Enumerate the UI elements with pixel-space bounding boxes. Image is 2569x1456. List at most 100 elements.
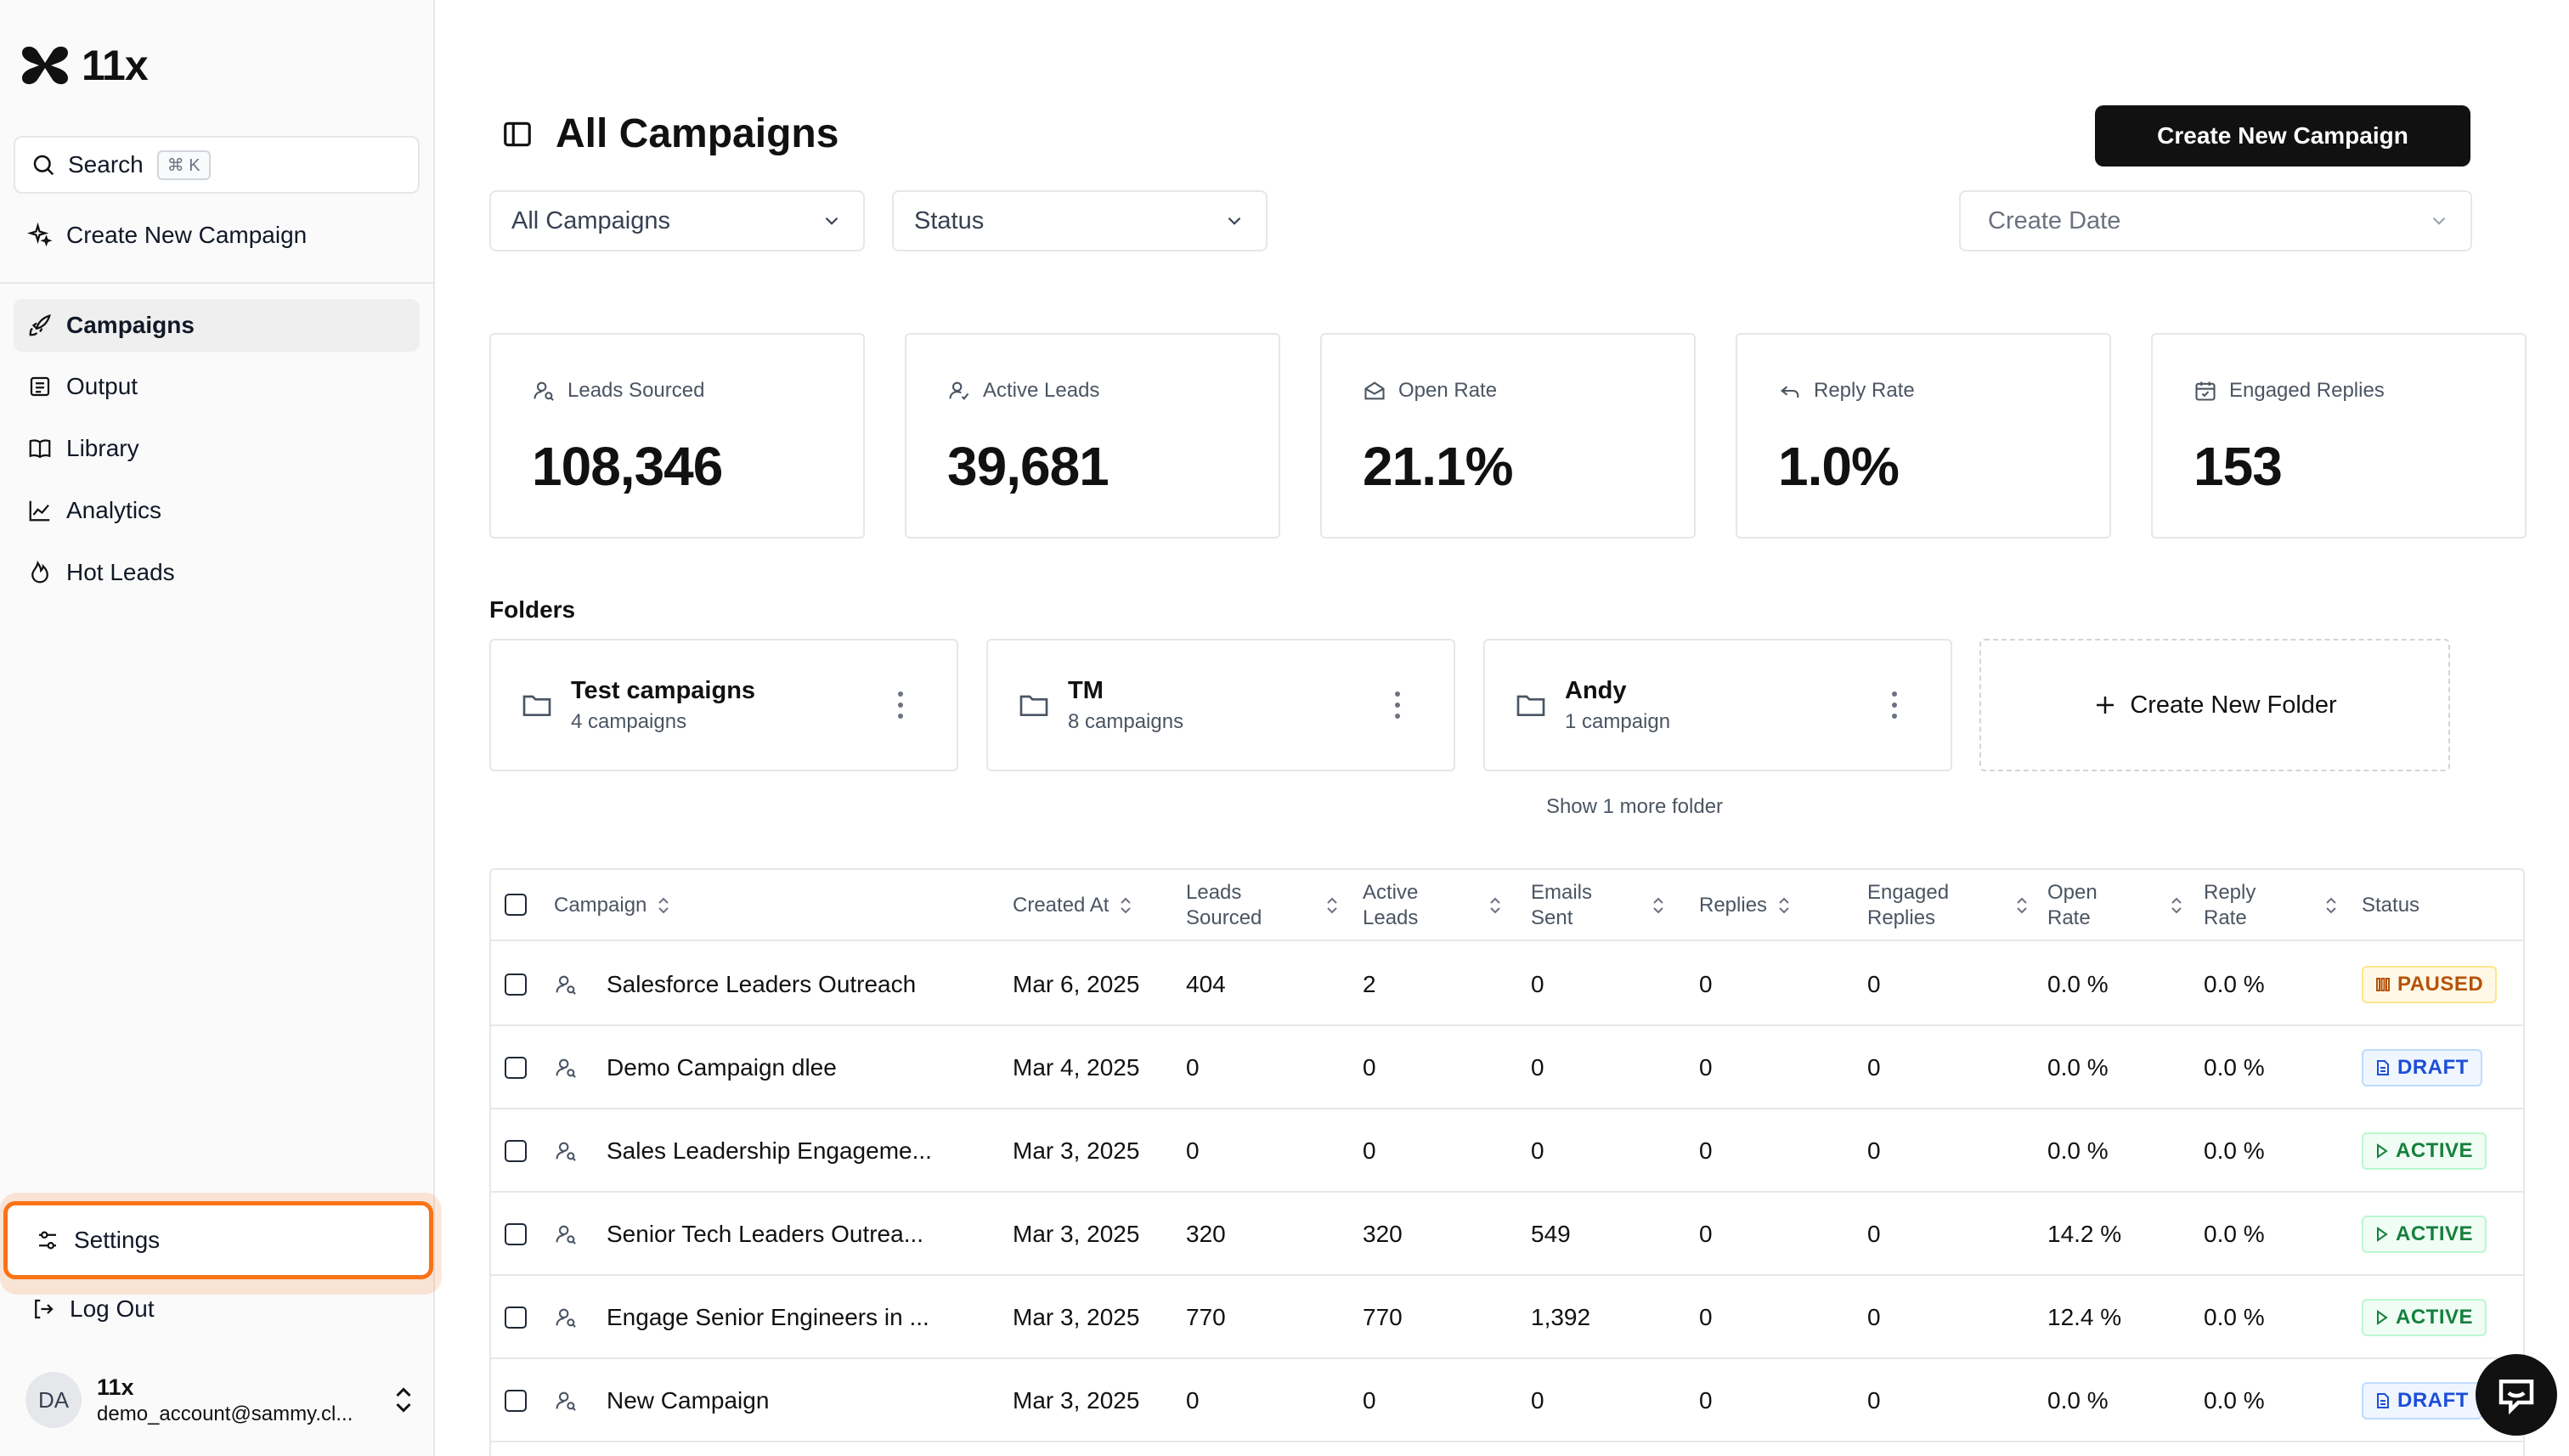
- sidebar: 11x Search ⌘ K Create New Campaign Campa…: [0, 0, 442, 1456]
- brand-logo[interactable]: 11x: [19, 41, 149, 90]
- sidebar-item-analytics[interactable]: Analytics: [14, 484, 420, 537]
- sidebar-item-campaigns[interactable]: Campaigns: [14, 299, 420, 352]
- column-header-created-at[interactable]: Created At: [1013, 870, 1132, 941]
- line-chart-icon: [29, 500, 50, 522]
- search-icon: [33, 155, 54, 176]
- folder-name: Andy: [1565, 676, 1627, 704]
- status-badge: ACTIVE: [2362, 1132, 2487, 1170]
- reply-rate: 0.0 %: [2204, 1054, 2265, 1081]
- sidebar-item-library[interactable]: Library: [14, 422, 420, 475]
- table-row[interactable]: Sales Leadership Engageme... Mar 3, 2025…: [491, 1109, 2523, 1193]
- sidebar-toggle-icon[interactable]: [501, 118, 534, 150]
- emails-sent: 0: [1531, 1387, 1544, 1414]
- folder-card[interactable]: Andy 1 campaign: [1483, 639, 1952, 771]
- active-leads: 320: [1363, 1221, 1403, 1247]
- engaged-replies: 0: [1867, 1387, 1881, 1414]
- created-at: Mar 4, 2025: [1013, 1054, 1140, 1081]
- play-icon: [2377, 1227, 2388, 1242]
- sidebar-create-campaign-label: Create New Campaign: [66, 222, 308, 248]
- column-label-line: Sourced: [1186, 906, 1262, 929]
- table-row[interactable]: Demo Campaign dlee Mar 4, 2025 0 0 0 0 0…: [491, 1026, 2523, 1109]
- row-checkbox[interactable]: [505, 1306, 527, 1329]
- open-rate: 0.0 %: [2047, 971, 2109, 997]
- open-rate: 0.0 %: [2047, 1387, 2109, 1414]
- folder-count: 8 campaigns: [1068, 709, 1184, 733]
- column-header-emails-sent[interactable]: Emails Sent: [1531, 870, 1665, 941]
- folder-menu-button[interactable]: [884, 680, 918, 731]
- stat-value: 21.1%: [1363, 436, 1513, 497]
- chevron-up-down-icon: [396, 1387, 411, 1413]
- search-input[interactable]: Search ⌘ K: [14, 136, 420, 194]
- row-checkbox[interactable]: [505, 1057, 527, 1079]
- folders-heading: Folders: [489, 596, 576, 623]
- column-header-leads-sourced[interactable]: Leads Sourced: [1186, 870, 1339, 941]
- book-icon: [29, 439, 51, 459]
- stat-header: Leads Sourced: [532, 379, 704, 403]
- table-row[interactable]: Senior Tech Leaders Outrea... Mar 3, 202…: [491, 1193, 2523, 1276]
- column-header-engaged-replies[interactable]: Engaged Replies: [1867, 870, 2029, 941]
- row-checkbox[interactable]: [505, 1223, 527, 1245]
- column-label: Status: [2362, 894, 2420, 917]
- more-vertical-icon: [1395, 691, 1400, 719]
- row-checkbox[interactable]: [505, 1390, 527, 1412]
- campaign-name[interactable]: Salesforce Leaders Outreach: [607, 971, 917, 997]
- active-leads: 0: [1363, 1054, 1376, 1081]
- logout-label: Log Out: [70, 1295, 155, 1322]
- campaign-name[interactable]: Demo Campaign dlee: [607, 1054, 837, 1081]
- row-checkbox[interactable]: [505, 1140, 527, 1162]
- status-text: DRAFT: [2397, 1389, 2469, 1412]
- create-date-select[interactable]: Create Date: [1959, 190, 2472, 251]
- table-row[interactable]: Salesforce Leaders Outreach Mar 6, 2025 …: [491, 943, 2523, 1026]
- status-filter-select[interactable]: Status: [892, 190, 1268, 251]
- folder-info: Andy 1 campaign: [1565, 677, 1877, 734]
- replies: 0: [1699, 1054, 1713, 1081]
- folder-icon: [1516, 695, 1545, 716]
- user-search-icon: [556, 1225, 576, 1244]
- column-header-campaign[interactable]: Campaign: [554, 870, 670, 941]
- column-header-open-rate[interactable]: Open Rate: [2047, 870, 2183, 941]
- sidebar-item-logout[interactable]: Log Out: [17, 1283, 423, 1335]
- user-account-menu[interactable]: DA 11x demo_account@sammy.cl...: [25, 1369, 416, 1431]
- select-all-checkbox[interactable]: [505, 894, 527, 916]
- folder-card[interactable]: TM 8 campaigns: [986, 639, 1455, 771]
- flame-icon: [31, 560, 48, 584]
- leads-sourced: 404: [1186, 971, 1226, 997]
- table-row[interactable]: New Campaign Mar 3, 2025 0 0 0 0 0 0.0 %…: [491, 1359, 2523, 1442]
- column-label-line: Engaged: [1867, 881, 1950, 904]
- user-email: demo_account@sammy.cl...: [97, 1402, 353, 1425]
- create-campaign-button[interactable]: Create New Campaign: [2095, 105, 2470, 166]
- folder-menu-button[interactable]: [1380, 680, 1414, 731]
- campaign-name[interactable]: Senior Tech Leaders Outrea...: [607, 1221, 924, 1247]
- status-text: ACTIVE: [2396, 1306, 2474, 1329]
- folder-count: 1 campaign: [1565, 709, 1671, 733]
- status-badge: DRAFT: [2362, 1049, 2482, 1086]
- sidebar-item-output[interactable]: Output: [14, 360, 420, 413]
- stat-value: 39,681: [947, 436, 1109, 497]
- chat-support-button[interactable]: [2476, 1354, 2557, 1436]
- stat-header: Reply Rate: [1778, 379, 1915, 403]
- campaign-name[interactable]: New Campaign: [607, 1387, 770, 1414]
- show-more-folders-link[interactable]: Show 1 more folder: [437, 795, 2374, 819]
- sidebar-create-campaign[interactable]: Create New Campaign: [14, 209, 420, 262]
- sidebar-item-label: Campaigns: [66, 312, 195, 338]
- column-label: Leads Sourced: [1186, 880, 1262, 931]
- campaign-name[interactable]: Engage Senior Engineers in ...: [607, 1304, 929, 1330]
- stat-header: Engaged Replies: [2194, 379, 2385, 403]
- campaign-name[interactable]: Sales Leadership Engageme...: [607, 1137, 932, 1164]
- campaign-filter-select[interactable]: All Campaigns: [489, 190, 865, 251]
- sidebar-item-hot-leads[interactable]: Hot Leads: [14, 546, 420, 599]
- folder-menu-button[interactable]: [1877, 680, 1911, 731]
- column-header-replies[interactable]: Replies: [1699, 870, 1791, 941]
- create-date-value: Create Date: [1988, 206, 2121, 234]
- status-text: PAUSED: [2397, 973, 2484, 996]
- table-row[interactable]: Engage Senior Engineers in ... Mar 3, 20…: [491, 1276, 2523, 1359]
- active-leads: 770: [1363, 1304, 1403, 1330]
- column-header-reply-rate[interactable]: Reply Rate: [2204, 870, 2338, 941]
- create-folder-button[interactable]: Create New Folder: [1979, 639, 2450, 771]
- sidebar-item-settings[interactable]: Settings: [3, 1201, 433, 1279]
- stat-label: Reply Rate: [1814, 379, 1915, 402]
- column-header-active-leads[interactable]: Active Leads: [1363, 870, 1502, 941]
- folder-card[interactable]: Test campaigns 4 campaigns: [489, 639, 958, 771]
- folder-icon: [522, 695, 551, 716]
- row-checkbox[interactable]: [505, 973, 527, 996]
